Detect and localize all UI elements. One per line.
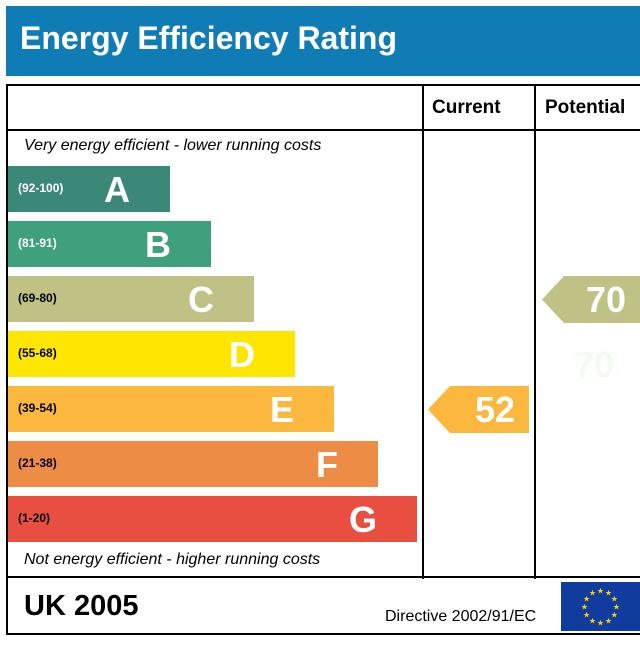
- column-divider: [422, 84, 424, 579]
- eu-star-icon: ★: [589, 589, 596, 598]
- band-a: (92-100) A: [8, 166, 170, 212]
- band-letter: B: [145, 224, 171, 265]
- band-d: (55-68) D: [8, 331, 295, 377]
- eu-star-icon: ★: [583, 611, 590, 620]
- band-range: (39-54): [18, 401, 57, 415]
- country-label: UK 2005: [24, 590, 139, 622]
- footer-divider: [6, 576, 640, 578]
- band-letter: C: [188, 279, 214, 320]
- current-column-header: Current: [432, 97, 501, 118]
- band-c: (69-80) C: [8, 276, 254, 322]
- eu-flag-icon: ★ ★ ★ ★ ★ ★ ★ ★ ★ ★ ★ ★: [561, 582, 640, 631]
- eu-star-icon: ★: [589, 616, 596, 625]
- band-range: (1-20): [18, 511, 51, 525]
- band-g: (1-20) G: [8, 496, 417, 542]
- band-letter: F: [316, 444, 338, 485]
- current-rating-arrow: 52: [428, 386, 529, 433]
- band-range: (81-91): [18, 236, 57, 250]
- eu-star-icon: ★: [581, 603, 588, 612]
- eu-star-icon: ★: [611, 611, 618, 620]
- header-bar: [6, 6, 640, 76]
- band-letter: A: [104, 169, 130, 210]
- band-range: (55-68): [18, 346, 57, 360]
- eu-star-icon: ★: [605, 616, 612, 625]
- potential-rating-value: 70: [585, 279, 626, 320]
- potential-column-header: Potential: [545, 97, 626, 118]
- band-letter: G: [348, 499, 377, 540]
- directive-label: Directive 2002/91/EC: [385, 608, 537, 625]
- eu-star-icon: ★: [597, 587, 604, 596]
- band-letter: D: [229, 334, 255, 375]
- bottom-note: Not energy efficient - higher running co…: [24, 551, 321, 568]
- band-range: (69-80): [18, 291, 57, 305]
- column-divider: [534, 84, 536, 579]
- potential-rating-arrow: 70: [542, 276, 640, 323]
- band-range: (92-100): [18, 181, 64, 195]
- band-range: (21-38): [18, 456, 57, 470]
- header-divider: [6, 129, 640, 131]
- potential-ghost-value: 70: [574, 344, 615, 385]
- band-letter: E: [269, 389, 294, 430]
- eu-star-icon: ★: [583, 595, 590, 604]
- current-rating-value: 52: [474, 389, 515, 430]
- band-b: (81-91) B: [8, 221, 211, 267]
- top-note: Very energy efficient - lower running co…: [24, 137, 322, 154]
- band-f: (21-38) F: [8, 441, 378, 487]
- rating-table: [6, 84, 640, 635]
- eu-star-icon: ★: [605, 589, 612, 598]
- eu-star-icon: ★: [613, 603, 620, 612]
- band-e: (39-54) E: [8, 386, 334, 432]
- eu-star-icon: ★: [597, 619, 604, 628]
- page-title: Energy Efficiency Rating: [20, 20, 397, 56]
- eu-star-icon: ★: [611, 595, 618, 604]
